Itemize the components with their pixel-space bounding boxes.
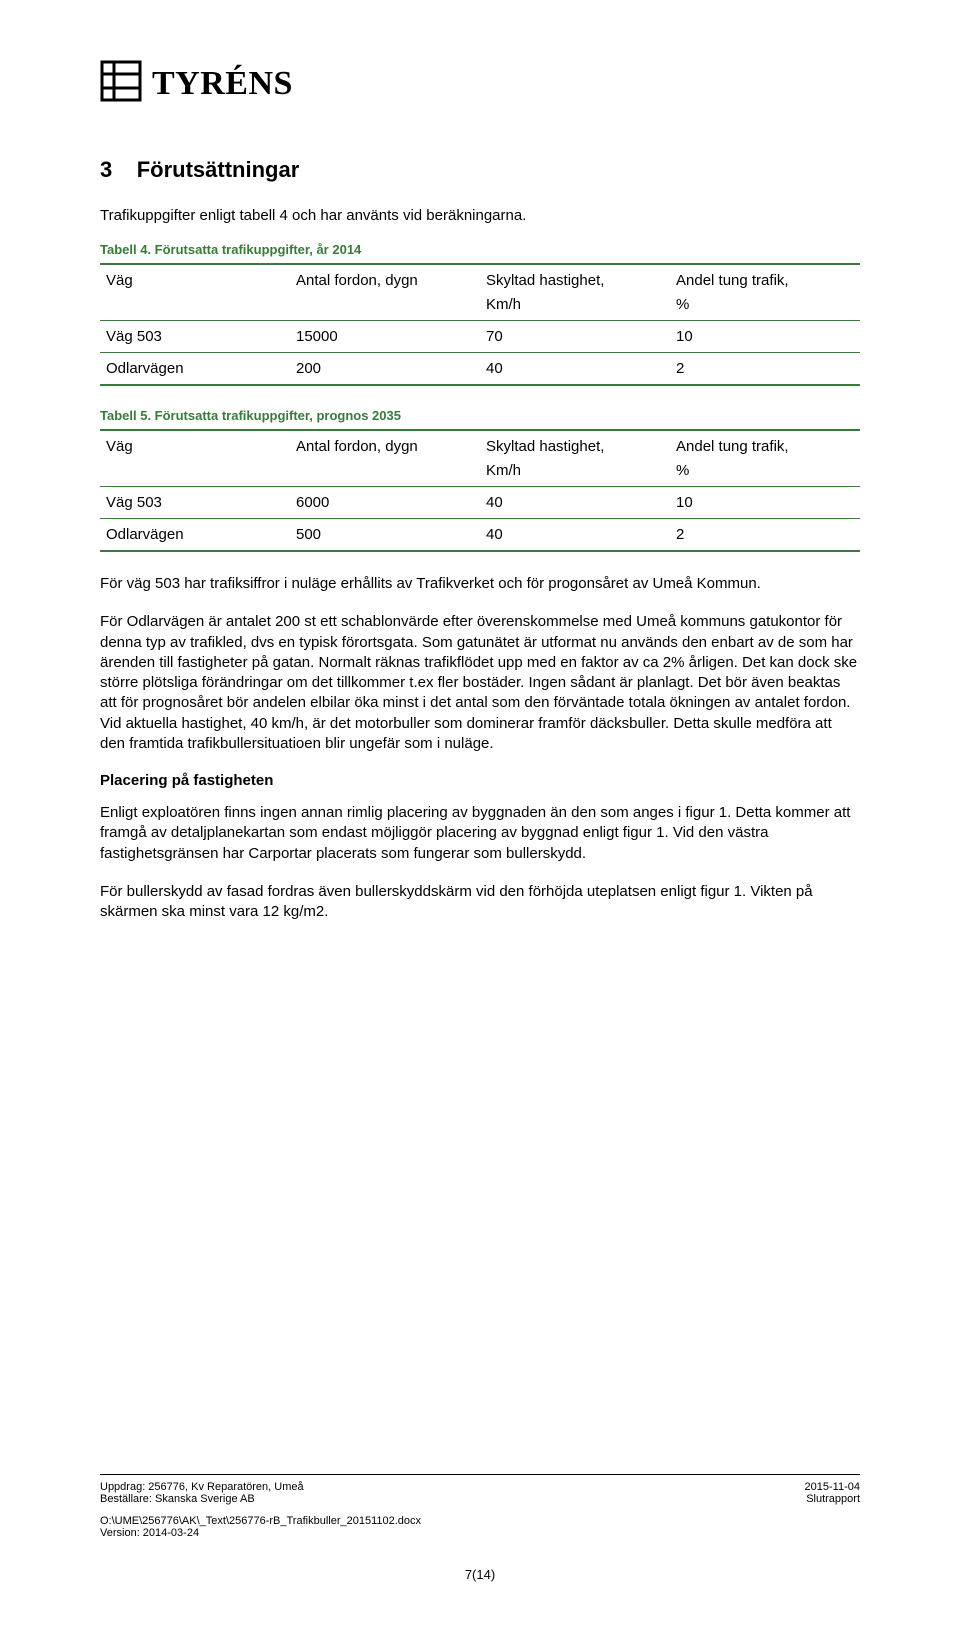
- table5-h4: Andel tung trafik,: [670, 430, 860, 462]
- logo-icon: [100, 60, 142, 107]
- page-footer: Uppdrag: 256776, Kv Reparatören, Umeå Be…: [100, 1474, 860, 1582]
- table4-h2: Antal fordon, dygn: [290, 264, 480, 296]
- paragraph-4: För bullerskydd av fasad fordras även bu…: [100, 882, 860, 923]
- table4-h4: Andel tung trafik,: [670, 264, 860, 296]
- section-number: 3: [100, 157, 112, 182]
- footer-uppdrag: Uppdrag: 256776, Kv Reparatören, Umeå: [100, 1481, 304, 1493]
- table4-header-sub: Km/h %: [100, 296, 860, 321]
- table-row: Väg 503 15000 70 10: [100, 321, 860, 353]
- footer-date: 2015-11-04: [805, 1481, 860, 1493]
- cell: Väg 503: [100, 487, 290, 519]
- logo: TYRÉNS: [100, 60, 860, 107]
- table4: Väg Antal fordon, dygn Skyltad hastighet…: [100, 263, 860, 386]
- cell: 500: [290, 519, 480, 552]
- table5-h4b: %: [670, 462, 860, 487]
- table4-h3: Skyltad hastighet,: [480, 264, 670, 296]
- cell: 15000: [290, 321, 480, 353]
- table5-h3b: Km/h: [480, 462, 670, 487]
- table4-h4b: %: [670, 296, 860, 321]
- footer-report-type: Slutrapport: [805, 1493, 860, 1505]
- cell: 40: [480, 487, 670, 519]
- table4-header-row: Väg Antal fordon, dygn Skyltad hastighet…: [100, 264, 860, 296]
- table5-h1: Väg: [100, 430, 290, 462]
- footer-divider: [100, 1474, 860, 1475]
- page-number: 7(14): [100, 1567, 860, 1582]
- cell: Väg 503: [100, 321, 290, 353]
- table-row: Odlarvägen 500 40 2: [100, 519, 860, 552]
- table5-header-row: Väg Antal fordon, dygn Skyltad hastighet…: [100, 430, 860, 462]
- cell: 10: [670, 487, 860, 519]
- cell: 40: [480, 353, 670, 386]
- table4-caption: Tabell 4. Förutsatta trafikuppgifter, år…: [100, 242, 860, 257]
- section-heading: Förutsättningar: [137, 157, 300, 182]
- table4-h1: Väg: [100, 264, 290, 296]
- table4-h3b: Km/h: [480, 296, 670, 321]
- cell: Odlarvägen: [100, 519, 290, 552]
- cell: 2: [670, 519, 860, 552]
- cell: 10: [670, 321, 860, 353]
- cell: Odlarvägen: [100, 353, 290, 386]
- subheading-placering: Placering på fastigheten: [100, 772, 860, 789]
- table5-h2: Antal fordon, dygn: [290, 430, 480, 462]
- cell: 2: [670, 353, 860, 386]
- footer-bestallare: Beställare: Skanska Sverige AB: [100, 1493, 304, 1505]
- footer-filepath: O:\UME\256776\AK\_Text\256776-rB_Trafikb…: [100, 1515, 860, 1527]
- intro-paragraph: Trafikuppgifter enligt tabell 4 och har …: [100, 207, 860, 224]
- table-row: Odlarvägen 200 40 2: [100, 353, 860, 386]
- table-row: Väg 503 6000 40 10: [100, 487, 860, 519]
- paragraph-2: För Odlarvägen är antalet 200 st ett sch…: [100, 612, 860, 754]
- table5-h3: Skyltad hastighet,: [480, 430, 670, 462]
- cell: 200: [290, 353, 480, 386]
- table5: Väg Antal fordon, dygn Skyltad hastighet…: [100, 429, 860, 552]
- cell: 6000: [290, 487, 480, 519]
- cell: 40: [480, 519, 670, 552]
- logo-text: TYRÉNS: [152, 65, 293, 103]
- cell: 70: [480, 321, 670, 353]
- paragraph-3: Enligt exploatören finns ingen annan rim…: [100, 803, 860, 864]
- footer-version: Version: 2014-03-24: [100, 1527, 860, 1539]
- paragraph-1: För väg 503 har trafiksiffror i nuläge e…: [100, 574, 860, 594]
- table5-caption: Tabell 5. Förutsatta trafikuppgifter, pr…: [100, 408, 860, 423]
- section-title: 3 Förutsättningar: [100, 157, 860, 183]
- table5-header-sub: Km/h %: [100, 462, 860, 487]
